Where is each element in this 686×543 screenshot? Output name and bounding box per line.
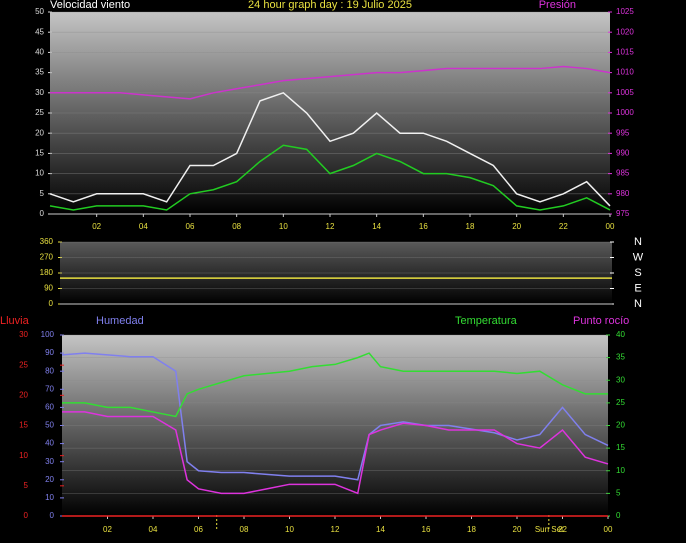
y2-tick-label: 975 <box>616 209 630 218</box>
x-tick-label: 08 <box>232 222 241 231</box>
y-tick-label: 360 <box>40 237 54 246</box>
x-tick-label: 14 <box>376 525 385 534</box>
y2-tick-label: 5 <box>616 488 621 497</box>
y2-tick-label: 985 <box>616 169 630 178</box>
y3-tick-label: 0 <box>24 511 29 520</box>
y-tick-label: 35 <box>35 68 44 77</box>
legend-label: Lluvia <box>0 315 30 327</box>
y-tick-label: 10 <box>35 169 44 178</box>
x-tick-label: 12 <box>331 525 340 534</box>
x-tick-label: 14 <box>372 222 381 231</box>
x-tick-label: 16 <box>422 525 431 534</box>
y-tick-label: 70 <box>45 384 54 393</box>
y3-tick-label: 20 <box>19 390 28 399</box>
x-tick-label: 16 <box>419 222 428 231</box>
y2-tick-label: 30 <box>616 375 625 384</box>
y2-tick-label: N <box>634 236 642 248</box>
y2-tick-label: 25 <box>616 398 625 407</box>
y2-tick-label: N <box>634 298 642 310</box>
y-tick-label: 40 <box>45 439 54 448</box>
y2-tick-label: 0 <box>616 511 621 520</box>
y3-tick-label: 10 <box>19 451 28 460</box>
x-tick-label: 00 <box>604 525 613 534</box>
x-tick-label: 10 <box>279 222 288 231</box>
x-tick-label: 20 <box>512 222 521 231</box>
x-tick-label: 10 <box>285 525 294 534</box>
y2-axis-label: Presión <box>539 0 576 11</box>
y-tick-label: 10 <box>45 493 54 502</box>
y-tick-label: 80 <box>45 366 54 375</box>
x-tick-label: 04 <box>139 222 148 231</box>
x-tick-label: 08 <box>240 525 249 534</box>
y-tick-label: 30 <box>45 457 54 466</box>
y2-tick-label: 1005 <box>616 88 634 97</box>
y2-tick-label: 1025 <box>616 7 634 16</box>
y2-tick-label: 15 <box>616 443 625 452</box>
series-line <box>61 352 609 481</box>
y2-tick-label: 990 <box>616 149 630 158</box>
y-tick-label: 270 <box>40 253 54 262</box>
y2-tick-label: 40 <box>616 330 625 339</box>
y-axis-label: Velocidad viento <box>50 0 130 11</box>
y2-tick-label: S <box>634 267 641 279</box>
y2-tick-label: E <box>634 282 641 294</box>
y-tick-label: 50 <box>45 421 54 430</box>
series-line <box>50 65 611 100</box>
y2-tick-label: 35 <box>616 353 625 362</box>
x-tick-label: 18 <box>466 222 475 231</box>
y-tick-label: 40 <box>35 48 44 57</box>
y2-tick-label: 10 <box>616 466 625 475</box>
y-tick-label: 20 <box>45 475 54 484</box>
y-tick-label: 90 <box>45 348 54 357</box>
x-tick-label: 06 <box>186 222 195 231</box>
y2-tick-label: 20 <box>616 421 625 430</box>
y-tick-label: 100 <box>41 330 55 339</box>
y2-tick-label: 1020 <box>616 27 634 36</box>
x-tick-label: 02 <box>92 222 101 231</box>
y2-tick-label: 980 <box>616 189 630 198</box>
chart-title: 24 hour graph day : 19 Julio 2025 <box>248 0 412 11</box>
y-tick-label: 25 <box>35 108 44 117</box>
y3-tick-label: 25 <box>19 360 28 369</box>
y-tick-label: 45 <box>35 27 44 36</box>
y-tick-label: 0 <box>40 209 45 218</box>
sunset-label: Sun Set <box>535 525 564 534</box>
legend-label: Temperatura <box>455 315 518 327</box>
y-tick-label: 0 <box>50 511 55 520</box>
y2-tick-label: 1010 <box>616 68 634 77</box>
x-tick-label: 12 <box>326 222 335 231</box>
series-line <box>62 411 609 495</box>
x-tick-label: 06 <box>194 525 203 534</box>
series-line <box>49 91 611 207</box>
x-tick-label: 18 <box>467 525 476 534</box>
y-tick-label: 0 <box>49 299 54 308</box>
y-tick-label: 5 <box>40 189 45 198</box>
y2-tick-label: 1000 <box>616 108 634 117</box>
y2-tick-label: 995 <box>616 128 630 137</box>
y-tick-label: 90 <box>44 284 53 293</box>
x-tick-label: 20 <box>513 525 522 534</box>
y-tick-label: 20 <box>35 128 44 137</box>
y-tick-label: 15 <box>35 149 44 158</box>
x-tick-label: 00 <box>606 222 615 231</box>
x-tick-label: 22 <box>558 525 567 534</box>
y2-tick-label: 1015 <box>616 48 634 57</box>
series-line <box>49 144 611 211</box>
y2-tick-label: W <box>633 251 644 263</box>
y3-tick-label: 15 <box>19 421 28 430</box>
legend-label: Humedad <box>96 315 144 327</box>
y-tick-label: 50 <box>35 7 44 16</box>
series-line <box>62 352 608 418</box>
y3-tick-label: 30 <box>19 330 28 339</box>
y-tick-label: 180 <box>40 268 54 277</box>
y3-tick-label: 5 <box>24 481 29 490</box>
legend-label: Punto rocío <box>573 315 629 327</box>
x-tick-label: 22 <box>559 222 568 231</box>
y-tick-label: 60 <box>45 403 54 412</box>
x-tick-label: 04 <box>149 525 158 534</box>
y-tick-label: 30 <box>35 88 44 97</box>
x-tick-label: 02 <box>103 525 112 534</box>
